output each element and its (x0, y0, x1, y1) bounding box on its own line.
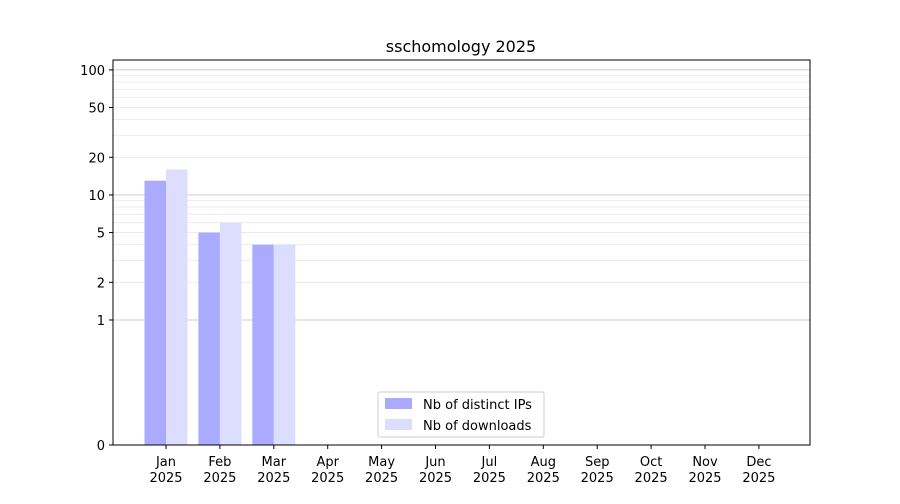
x-tick-label: Jul 2025 (473, 455, 506, 486)
legend: Nb of distinct IPs Nb of downloads (377, 391, 545, 438)
x-tick-label: Nov 2025 (688, 455, 721, 486)
x-tick-label: Oct 2025 (635, 455, 668, 486)
y-tick-label: 5 (97, 227, 105, 242)
legend-box (377, 391, 545, 438)
y-tick-label: 100 (80, 64, 105, 79)
bar-ips (252, 244, 274, 445)
x-tick-label: Sep 2025 (581, 455, 614, 486)
bar-downloads (166, 169, 188, 445)
bar-downloads (219, 222, 242, 445)
bars-layer (144, 169, 296, 445)
x-tick-label: May 2025 (365, 455, 398, 486)
x-tick-label: Apr 2025 (311, 455, 344, 486)
x-tick-label: Mar 2025 (257, 455, 290, 486)
x-tick-label: Jun 2025 (419, 455, 452, 486)
x-tick-label: Jan 2025 (149, 455, 182, 486)
chart-title: sschomology 2025 (386, 37, 536, 56)
legend-swatch (385, 398, 412, 409)
legend-swatch (385, 419, 412, 430)
grid-layer (113, 69, 810, 321)
y-tick-label: 1 (97, 314, 105, 329)
y-tick-label: 10 (88, 189, 105, 204)
axes-layer: 0 1 2 5 10 20 50 100 Jan 2025 Feb 2025 Mar 2025 Apr 202… (80, 64, 775, 486)
bar-ips (198, 232, 220, 445)
plot-frame (112, 59, 811, 446)
y-tick-label: 20 (88, 151, 105, 166)
x-tick-label: Aug 2025 (527, 455, 560, 486)
y-tick-label: 0 (97, 439, 105, 454)
bar-downloads (273, 244, 296, 445)
bar-ips (144, 180, 166, 445)
legend-label: Nb of distinct IPs (423, 398, 532, 413)
y-tick-label: 2 (97, 276, 105, 291)
y-tick-label: 50 (88, 102, 105, 117)
x-tick-label: Dec 2025 (742, 455, 775, 486)
legend-label: Nb of downloads (423, 419, 532, 434)
x-tick-label: Feb 2025 (203, 455, 236, 486)
